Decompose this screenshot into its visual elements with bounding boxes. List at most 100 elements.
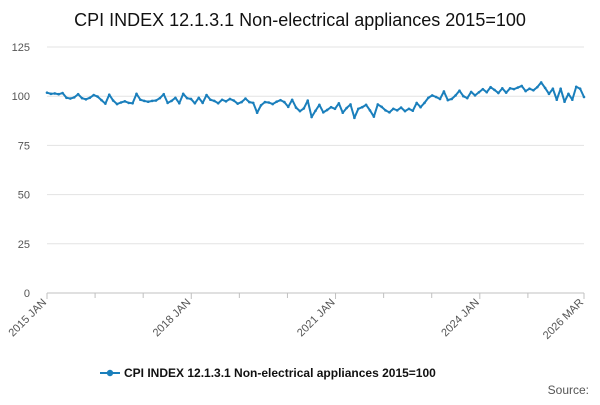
data-point[interactable]: [131, 101, 134, 105]
data-point[interactable]: [178, 101, 181, 105]
data-point[interactable]: [189, 97, 193, 101]
data-point[interactable]: [473, 94, 477, 97]
data-point[interactable]: [259, 103, 263, 107]
data-point[interactable]: [314, 109, 317, 113]
data-point[interactable]: [240, 100, 243, 104]
data-point[interactable]: [427, 96, 430, 100]
data-point[interactable]: [516, 86, 520, 89]
data-point[interactable]: [559, 87, 562, 91]
data-point[interactable]: [578, 87, 582, 91]
data-point[interactable]: [571, 98, 574, 102]
data-point[interactable]: [267, 101, 271, 104]
data-point[interactable]: [551, 87, 555, 91]
data-point[interactable]: [283, 100, 286, 104]
data-point[interactable]: [380, 105, 383, 109]
data-point[interactable]: [349, 103, 352, 106]
data-point[interactable]: [248, 100, 251, 104]
data-point[interactable]: [353, 116, 356, 120]
data-point[interactable]: [232, 99, 236, 102]
data-point[interactable]: [271, 102, 275, 106]
data-point[interactable]: [434, 95, 438, 99]
data-point[interactable]: [162, 92, 166, 96]
data-point[interactable]: [115, 102, 119, 106]
data-point[interactable]: [61, 91, 64, 95]
data-point[interactable]: [69, 97, 72, 100]
data-point[interactable]: [298, 109, 302, 113]
data-point[interactable]: [201, 101, 204, 105]
data-point[interactable]: [563, 100, 566, 104]
data-point[interactable]: [395, 109, 399, 112]
data-point[interactable]: [333, 107, 337, 111]
data-point[interactable]: [567, 92, 570, 96]
data-point[interactable]: [72, 96, 76, 99]
data-point[interactable]: [543, 86, 547, 90]
data-point[interactable]: [446, 98, 450, 102]
data-point[interactable]: [528, 87, 531, 91]
data-point[interactable]: [469, 90, 473, 94]
data-point[interactable]: [555, 98, 559, 102]
data-point[interactable]: [306, 99, 310, 102]
data-point[interactable]: [318, 103, 321, 107]
data-point[interactable]: [497, 91, 500, 95]
data-point[interactable]: [244, 97, 247, 100]
data-point[interactable]: [150, 99, 154, 103]
data-point[interactable]: [104, 102, 107, 105]
data-point[interactable]: [454, 94, 457, 97]
data-point[interactable]: [127, 101, 131, 105]
legend[interactable]: CPI INDEX 12.1.3.1 Non-electrical applia…: [100, 366, 436, 380]
data-point[interactable]: [228, 97, 232, 101]
data-point[interactable]: [213, 99, 216, 103]
data-point[interactable]: [53, 92, 57, 95]
data-point[interactable]: [216, 101, 220, 105]
data-point[interactable]: [341, 111, 345, 115]
data-point[interactable]: [220, 98, 224, 102]
data-point[interactable]: [512, 87, 516, 91]
data-point[interactable]: [500, 87, 504, 90]
data-point[interactable]: [142, 99, 146, 103]
data-point[interactable]: [224, 100, 228, 103]
data-point[interactable]: [236, 102, 239, 105]
data-point[interactable]: [275, 100, 278, 104]
data-point[interactable]: [539, 81, 543, 84]
data-point[interactable]: [489, 85, 492, 89]
data-point[interactable]: [65, 96, 68, 100]
data-point[interactable]: [458, 89, 461, 92]
data-point[interactable]: [384, 109, 387, 112]
data-point[interactable]: [92, 93, 95, 97]
data-point[interactable]: [100, 98, 103, 102]
data-point[interactable]: [255, 111, 259, 115]
data-point[interactable]: [388, 111, 391, 114]
data-point[interactable]: [76, 92, 80, 96]
data-point[interactable]: [419, 105, 422, 109]
data-point[interactable]: [345, 106, 348, 110]
data-point[interactable]: [88, 96, 92, 100]
data-point[interactable]: [485, 90, 489, 94]
data-point[interactable]: [139, 98, 142, 102]
data-point[interactable]: [430, 94, 434, 97]
data-point[interactable]: [407, 107, 411, 111]
data-point[interactable]: [574, 85, 578, 89]
data-point[interactable]: [197, 96, 201, 100]
data-point[interactable]: [96, 95, 99, 98]
data-point[interactable]: [251, 101, 255, 105]
data-point[interactable]: [321, 111, 325, 114]
data-point[interactable]: [392, 107, 395, 111]
data-point[interactable]: [411, 109, 415, 113]
data-point[interactable]: [205, 93, 208, 97]
data-point[interactable]: [294, 106, 298, 109]
data-point[interactable]: [170, 99, 173, 103]
data-point[interactable]: [154, 99, 158, 102]
data-point[interactable]: [263, 100, 267, 104]
data-point[interactable]: [185, 96, 189, 100]
data-point[interactable]: [372, 115, 376, 118]
data-point[interactable]: [524, 89, 527, 93]
data-point[interactable]: [493, 88, 496, 92]
data-point[interactable]: [329, 105, 333, 109]
data-point[interactable]: [520, 84, 524, 88]
data-point[interactable]: [442, 90, 446, 93]
data-point[interactable]: [325, 108, 329, 112]
data-point[interactable]: [465, 96, 469, 100]
data-point[interactable]: [399, 106, 403, 109]
data-point[interactable]: [193, 101, 197, 105]
data-point[interactable]: [174, 96, 177, 100]
